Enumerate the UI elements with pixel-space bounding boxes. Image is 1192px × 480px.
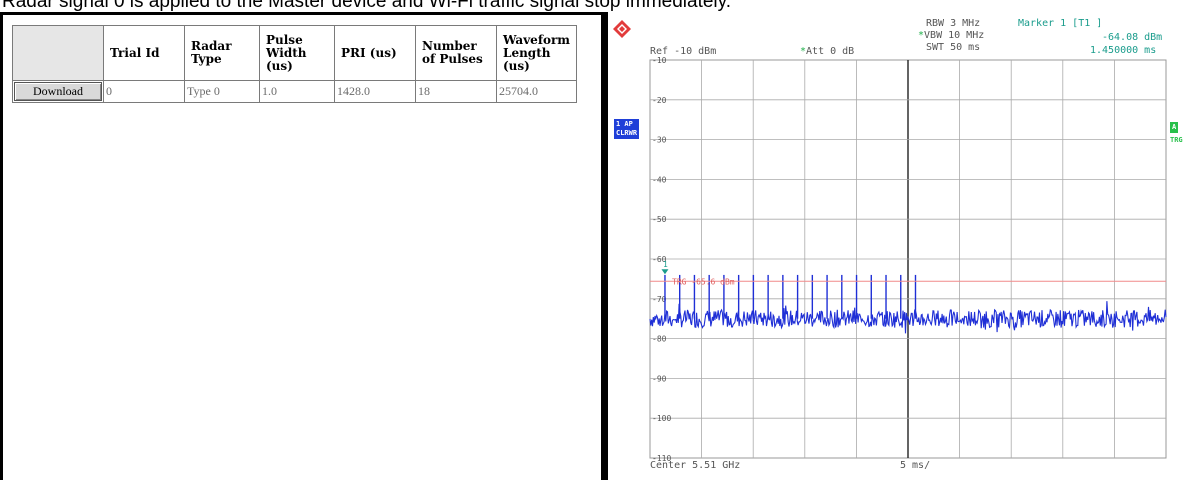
marker-level: -64.08 dBm [1102,32,1163,43]
figure-caption: Radar signal 0 is applied to the Master … [2,0,732,12]
panel-divider [604,12,608,480]
cell-number-of-pulses: 18 [415,80,497,103]
y-tick-label: -40 [652,175,667,184]
attenuation-value: Att 0 dB [806,46,855,57]
spectrum-plot: -10 -20 -30 -40 -50 -60 -70 -80 -90 -100 -110 TRG … [649,56,1167,463]
y-tick-label: -110 [652,454,671,463]
header-radar-type: Radar Type [184,25,260,81]
cell-pri: 1428.0 [334,80,416,103]
y-tick-label: -100 [652,414,671,423]
cell-waveform-length: 25704.0 [495,80,578,103]
header-label: Radar Type [191,39,232,66]
sweep-time: SWT 50 ms [926,42,981,53]
header-label: Waveform Length (us) [503,32,571,73]
download-cell: Download [12,80,104,103]
header-label: Number of Pulses [422,39,483,66]
cell-pulse-width: 1.0 [259,80,335,103]
marker-triangle [661,269,669,275]
y-tick-label: -60 [652,255,667,264]
trace-badge-line-1: 1 AP [616,120,633,128]
y-tick-label: -90 [652,374,667,383]
header-number-of-pulses: Number of Pulses [415,25,497,81]
trace-badge-line-2: CLRWR [616,129,638,137]
cell-radar-type: Type 0 [184,80,260,103]
header-trial-id: Trial Id [103,25,185,81]
marker-flag-label: 1 [663,260,668,269]
y-tick-label: -70 [652,295,667,304]
header-pri: PRI (us) [334,25,416,81]
rbw: RBW 3 MHz [926,18,981,29]
header-label: Pulse Width (us) [266,32,307,73]
center-frequency: Center 5.51 GHz [650,460,741,471]
y-tick-label: -50 [652,215,667,224]
download-button[interactable]: Download [14,82,102,101]
y-tick-label: -20 [652,96,667,105]
y-tick-label: -10 [652,56,667,65]
trace-badge: 1 AP CLRWR [614,119,640,139]
cell-trial-id: 0 [103,80,185,103]
header-waveform-length: Waveform Length (us) [495,25,578,81]
attenuation: *Att 0 dB [800,46,855,57]
table-header-row: Trial Id Radar Type Pulse Width (us) PRI (u… [12,25,578,81]
header-label: Trial Id [110,45,160,60]
noise-trace [649,301,1167,334]
spectrum-analyzer-screen: Ref -10 dBm *Att 0 dB RBW 3 MHz *VBW 10 … [608,12,1192,480]
table-row: Download 0 Type 0 1.0 1428.0 18 25704.0 [12,80,578,103]
ref-level: Ref -10 dBm [650,46,717,57]
y-tick-label: -30 [652,136,667,145]
header-label: PRI (us) [341,45,397,60]
sweep-span: 5 ms/ [900,460,931,471]
vbw: *VBW 10 MHz [918,30,985,41]
trigger-label: TRG -65.6 dBm [672,277,735,286]
header-blank [12,25,104,81]
y-tick-label: -80 [652,335,667,344]
screen-a-badge: A [1170,122,1179,133]
rohde-schwarz-logo-icon [613,20,631,38]
marker-label: Marker 1 [T1 ] [1018,18,1103,29]
trial-table: Trial Id Radar Type Pulse Width (us) PRI (u… [12,25,578,103]
marker-time: 1.450000 ms [1090,45,1157,56]
header-pulse-width: Pulse Width (us) [259,25,335,81]
trial-table-panel: Trial Id Radar Type Pulse Width (us) PRI (u… [0,12,604,480]
vbw-value: VBW 10 MHz [924,30,985,41]
trigger-tag: TRG [1170,136,1183,144]
